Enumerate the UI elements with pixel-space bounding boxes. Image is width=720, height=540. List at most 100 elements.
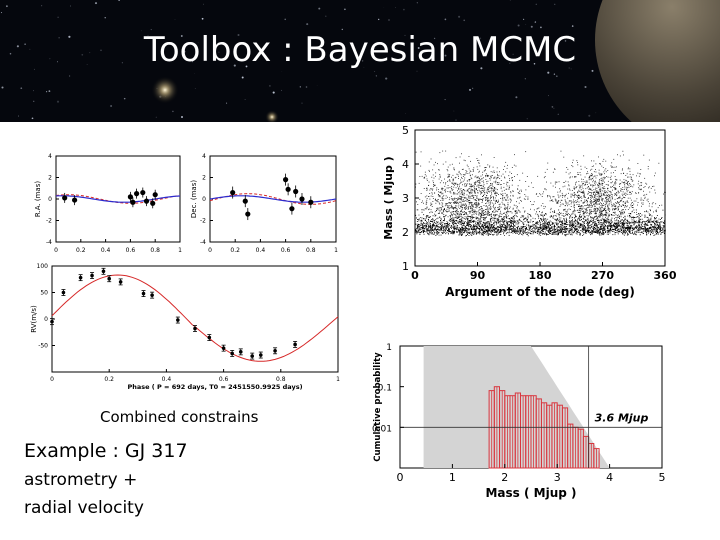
sample-point (616, 223, 618, 225)
sample-point (440, 228, 442, 229)
sample-point (642, 226, 644, 228)
sample-point (466, 223, 468, 225)
sample-point (464, 174, 466, 176)
sample-point (515, 210, 517, 211)
sample-point (507, 204, 509, 206)
sample-point (432, 189, 433, 191)
sample-point (462, 228, 464, 229)
sample-point (599, 231, 600, 233)
star (416, 70, 418, 72)
sample-point (602, 230, 604, 232)
sample-point (519, 190, 520, 192)
sample-point (482, 212, 484, 214)
sample-point (585, 227, 587, 228)
sample-point (449, 215, 451, 217)
sample-point (655, 210, 657, 212)
sample-point (612, 226, 614, 228)
sample-point (468, 188, 469, 190)
sample-point (641, 222, 643, 224)
sample-point (582, 228, 583, 230)
sample-point (484, 225, 486, 226)
data-point (107, 276, 111, 281)
sample-point (551, 226, 553, 227)
sample-point (535, 227, 536, 229)
sample-point (500, 184, 502, 185)
sample-point (591, 173, 592, 175)
sample-point (456, 223, 457, 225)
sample-point (631, 207, 633, 208)
sample-point (617, 202, 619, 204)
sample-point (484, 192, 486, 194)
sample-point (494, 193, 496, 195)
sample-point (480, 227, 481, 228)
sample-point (484, 193, 486, 195)
sample-point (549, 224, 551, 226)
sample-point (470, 216, 472, 218)
sample-point (523, 231, 525, 233)
sample-point (453, 224, 455, 225)
sample-point (636, 230, 638, 232)
sample-point (638, 223, 639, 225)
sample-point (659, 229, 661, 231)
sample-point (451, 211, 453, 213)
sample-point (478, 178, 480, 180)
sample-point (631, 233, 633, 234)
star (479, 37, 482, 40)
sample-point (607, 185, 609, 186)
sample-point (620, 188, 622, 190)
sample-point (529, 229, 531, 231)
sample-point (416, 232, 418, 234)
sample-point (656, 230, 657, 232)
sample-point (487, 226, 488, 228)
sample-point (562, 231, 564, 233)
sample-point (646, 216, 648, 218)
sample-point (451, 188, 453, 190)
sample-point (588, 206, 589, 208)
sample-point (495, 202, 496, 204)
sample-point (546, 223, 548, 225)
sample-point (588, 230, 590, 232)
sample-point (645, 231, 646, 233)
sample-point (444, 228, 446, 230)
sample-point (439, 176, 441, 178)
sample-point (496, 210, 498, 212)
sample-point (475, 203, 476, 205)
sample-point (639, 234, 641, 236)
sample-point (657, 224, 659, 225)
sample-point (447, 222, 449, 224)
sample-point (428, 224, 429, 226)
sample-point (464, 197, 466, 199)
sample-point (489, 229, 491, 231)
star (194, 88, 196, 89)
sample-point (497, 175, 499, 177)
sample-point (496, 226, 498, 228)
sample-point (438, 195, 440, 196)
sample-point (451, 232, 452, 234)
sample-point (425, 216, 427, 218)
sample-point (561, 228, 563, 230)
sample-point (536, 208, 538, 210)
sample-point (434, 211, 436, 213)
sample-point (530, 215, 532, 217)
sample-point (508, 218, 510, 220)
sample-point (484, 219, 486, 221)
sample-point (598, 204, 600, 205)
sample-point (565, 201, 567, 203)
sample-point (503, 222, 504, 224)
star (169, 43, 171, 45)
sample-point (603, 223, 605, 225)
sample-point (448, 231, 450, 232)
sample-point (636, 175, 637, 177)
sample-point (480, 199, 482, 200)
sample-point (506, 185, 508, 187)
sample-point (511, 223, 512, 225)
sample-point (431, 221, 433, 222)
sample-point (640, 227, 642, 228)
title-banner: Toolbox : Bayesian MCMC (0, 0, 720, 122)
sample-point (571, 232, 573, 234)
sample-point (578, 221, 579, 223)
sample-point (465, 229, 467, 231)
sample-point (496, 201, 497, 202)
sample-point (638, 230, 640, 232)
sample-point (621, 206, 622, 207)
